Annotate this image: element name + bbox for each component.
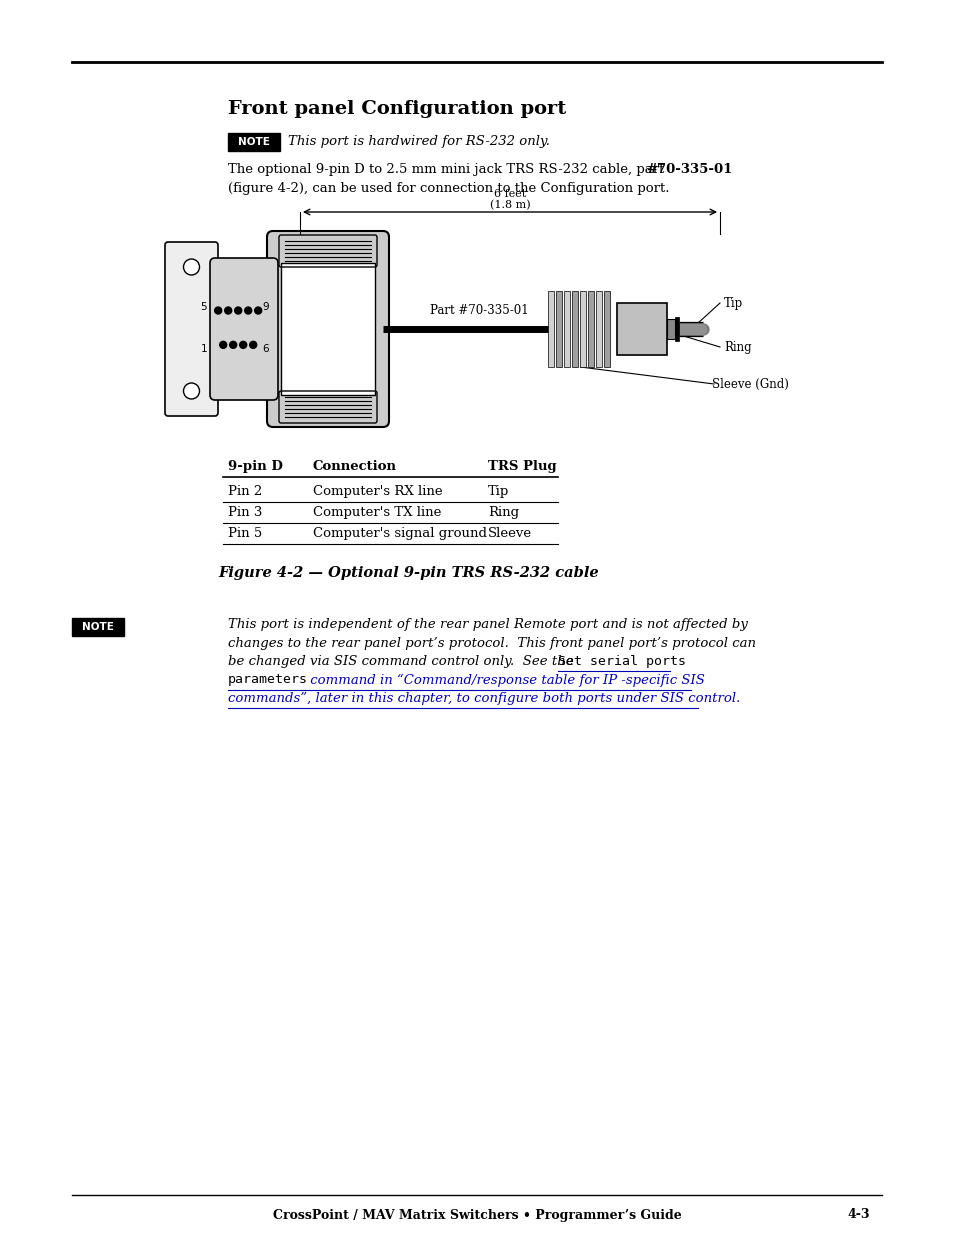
Text: The optional 9-pin D to 2.5 mm mini jack TRS RS-232 cable, part: The optional 9-pin D to 2.5 mm mini jack… (228, 163, 668, 177)
Text: 6 feet: 6 feet (494, 189, 525, 199)
Bar (572, 291, 578, 367)
Text: Sleeve (Gnd): Sleeve (Gnd) (711, 378, 788, 390)
Text: Pin 2: Pin 2 (228, 485, 262, 498)
Circle shape (250, 341, 256, 348)
Text: Set serial ports: Set serial ports (558, 655, 685, 668)
Circle shape (225, 308, 232, 314)
Text: Tip: Tip (723, 296, 742, 310)
Text: This port is hardwired for RS-232 only.: This port is hardwired for RS-232 only. (288, 136, 550, 148)
Text: Ring: Ring (723, 341, 751, 353)
Circle shape (183, 259, 199, 275)
Text: be changed via SIS command control only.  See the: be changed via SIS command control only.… (228, 655, 578, 668)
Circle shape (230, 341, 236, 348)
Text: TRS Plug: TRS Plug (488, 459, 556, 473)
Circle shape (214, 308, 221, 314)
Circle shape (183, 383, 199, 399)
Circle shape (219, 341, 227, 348)
Bar (556, 291, 561, 367)
Text: Tip: Tip (488, 485, 509, 498)
Text: 4-3: 4-3 (846, 1209, 869, 1221)
Text: Part #70-335-01: Part #70-335-01 (430, 304, 528, 317)
Text: 9: 9 (262, 301, 269, 311)
Text: #70-335-01: #70-335-01 (645, 163, 732, 177)
Text: command in “Command/response table for IP -specific SIS: command in “Command/response table for I… (306, 673, 704, 687)
Text: parameters: parameters (228, 673, 308, 687)
Bar (579, 291, 585, 367)
Bar (228, 133, 280, 151)
Bar (666, 319, 675, 338)
Text: CrossPoint / MAV Matrix Switchers • Programmer’s Guide: CrossPoint / MAV Matrix Switchers • Prog… (273, 1209, 680, 1221)
Text: commands”, later in this chapter, to configure both ports under SIS control.: commands”, later in this chapter, to con… (228, 692, 740, 705)
FancyBboxPatch shape (165, 242, 218, 416)
Text: (1.8 m): (1.8 m) (489, 200, 530, 210)
Text: 6: 6 (262, 343, 269, 353)
Text: Connection: Connection (313, 459, 396, 473)
Text: NOTE: NOTE (82, 622, 113, 632)
Text: 1: 1 (200, 343, 207, 353)
Text: changes to the rear panel port’s protocol.  This front panel port’s protocol can: changes to the rear panel port’s protoco… (228, 636, 755, 650)
Bar (675, 317, 679, 341)
Text: Pin 3: Pin 3 (228, 506, 262, 519)
Circle shape (254, 308, 261, 314)
Circle shape (234, 308, 241, 314)
Bar (596, 291, 601, 367)
Bar (587, 291, 594, 367)
Bar (547, 291, 554, 367)
FancyBboxPatch shape (281, 263, 375, 395)
Text: This port is independent of the rear panel Remote port and is not affected by: This port is independent of the rear pan… (228, 618, 747, 631)
Circle shape (239, 341, 247, 348)
Bar (563, 291, 569, 367)
Text: 5: 5 (200, 301, 207, 311)
Text: Computer's signal ground: Computer's signal ground (313, 527, 486, 540)
Text: Computer's TX line: Computer's TX line (313, 506, 441, 519)
Bar (603, 291, 609, 367)
Text: Front panel Configuration port: Front panel Configuration port (228, 100, 566, 119)
Text: Pin 5: Pin 5 (228, 527, 262, 540)
Text: NOTE: NOTE (238, 137, 270, 147)
Text: Figure 4-2 — Optional 9-pin TRS RS-232 cable: Figure 4-2 — Optional 9-pin TRS RS-232 c… (218, 566, 598, 580)
Bar (71, 618, 124, 636)
Text: 9-pin D: 9-pin D (228, 459, 283, 473)
FancyBboxPatch shape (267, 231, 389, 427)
Text: (figure 4-2), can be used for connection to the Configuration port.: (figure 4-2), can be used for connection… (228, 182, 669, 195)
Text: Computer's RX line: Computer's RX line (313, 485, 442, 498)
Circle shape (244, 308, 252, 314)
Bar (617, 303, 666, 354)
FancyBboxPatch shape (210, 258, 277, 400)
Text: Sleeve: Sleeve (488, 527, 532, 540)
Text: Ring: Ring (488, 506, 518, 519)
